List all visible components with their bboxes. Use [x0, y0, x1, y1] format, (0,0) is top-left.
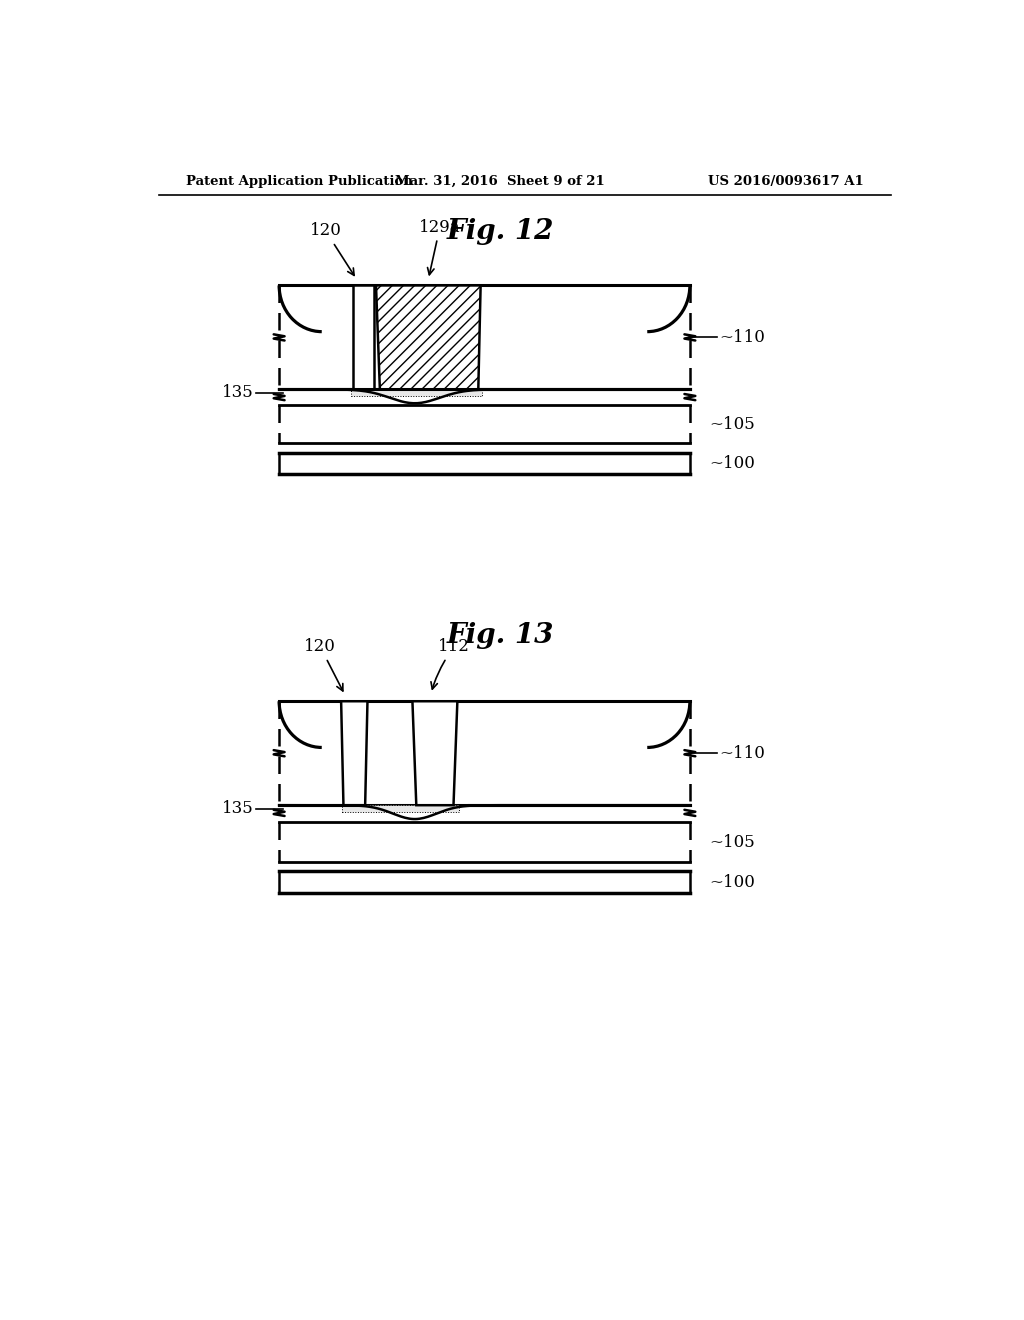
- Polygon shape: [413, 701, 458, 805]
- Text: 135: 135: [222, 384, 254, 401]
- Text: 120: 120: [309, 222, 354, 276]
- Text: ~110: ~110: [719, 329, 765, 346]
- Text: Mar. 31, 2016  Sheet 9 of 21: Mar. 31, 2016 Sheet 9 of 21: [395, 176, 605, 187]
- Text: Fig. 12: Fig. 12: [446, 218, 554, 246]
- Polygon shape: [376, 285, 480, 389]
- Text: ~105: ~105: [710, 834, 755, 850]
- Text: Fig. 13: Fig. 13: [446, 622, 554, 649]
- Bar: [352, 285, 375, 389]
- Text: US 2016/0093617 A1: US 2016/0093617 A1: [709, 176, 864, 187]
- Text: Patent Application Publication: Patent Application Publication: [186, 176, 413, 187]
- Text: 112: 112: [431, 638, 470, 689]
- Text: ~100: ~100: [710, 455, 755, 471]
- Text: ~100: ~100: [710, 874, 755, 891]
- Polygon shape: [341, 701, 368, 805]
- Bar: [351, 389, 482, 396]
- Text: ~110: ~110: [719, 744, 765, 762]
- Text: 135: 135: [222, 800, 254, 817]
- Text: 120: 120: [304, 638, 343, 690]
- Text: ~105: ~105: [710, 416, 755, 433]
- Bar: [342, 805, 459, 812]
- Text: 129a: 129a: [419, 219, 461, 275]
